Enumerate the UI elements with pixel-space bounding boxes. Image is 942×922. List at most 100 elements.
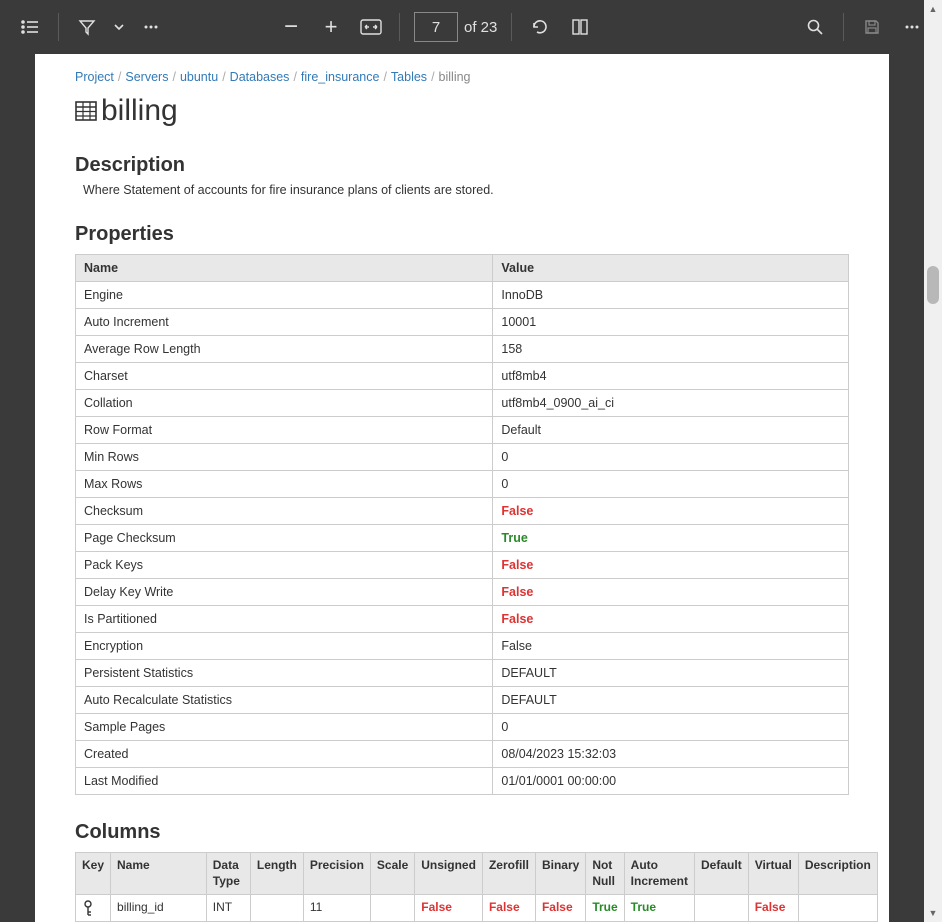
props-name-cell: Collation [76,390,493,417]
cols-header: Name [111,853,207,895]
props-row: Min Rows0 [76,444,849,471]
props-name-cell: Created [76,741,493,768]
props-row: Pack KeysFalse [76,552,849,579]
cols-header: Default [695,853,749,895]
fit-width-icon[interactable] [351,7,391,47]
toolbar: − + of 23 [0,0,942,54]
props-value-cell: False [493,579,849,606]
cols-header: Precision [303,853,370,895]
props-row: Auto Recalculate StatisticsDEFAULT [76,687,849,714]
scroll-thumb[interactable] [927,266,939,304]
props-row: Collationutf8mb4_0900_ai_ci [76,390,849,417]
cols-cell [695,895,749,922]
description-heading: Description [75,154,849,177]
props-value-cell: utf8mb4_0900_ai_ci [493,390,849,417]
props-name-cell: Pack Keys [76,552,493,579]
search-icon[interactable] [795,7,835,47]
breadcrumb-item[interactable]: Tables [391,70,427,84]
scrollbar[interactable]: ▲ ▼ [924,0,942,922]
cols-cell: False [415,895,483,922]
props-value-cell: 0 [493,444,849,471]
props-name-cell: Last Modified [76,768,493,795]
props-name-cell: Row Format [76,417,493,444]
props-value-cell: 10001 [493,309,849,336]
cols-cell: billing_id [111,895,207,922]
cols-cell: False [535,895,585,922]
description-text: Where Statement of accounts for fire ins… [75,183,849,197]
breadcrumb-item[interactable]: Project [75,70,114,84]
page-layout-icon[interactable] [560,7,600,47]
nav-panel-icon[interactable] [10,7,50,47]
breadcrumb-item: billing [439,70,471,84]
props-name-cell: Sample Pages [76,714,493,741]
props-value-cell: False [493,552,849,579]
props-name-cell: Min Rows [76,444,493,471]
props-value-cell: Default [493,417,849,444]
save-icon[interactable] [852,7,892,47]
scroll-down-button[interactable]: ▼ [924,904,942,922]
document-viewport: Project/Servers/ubuntu/Databases/fire_in… [0,54,924,922]
props-row: Delay Key WriteFalse [76,579,849,606]
page-title: billing [75,94,849,128]
cols-header: Unsigned [415,853,483,895]
props-row: EncryptionFalse [76,633,849,660]
breadcrumb-item[interactable]: ubuntu [180,70,218,84]
props-value-cell: 08/04/2023 15:32:03 [493,741,849,768]
cols-header: Description [798,853,877,895]
props-row: Page ChecksumTrue [76,525,849,552]
cols-header: Length [250,853,303,895]
properties-table: NameValue EngineInnoDBAuto Increment1000… [75,254,849,795]
props-name-cell: Is Partitioned [76,606,493,633]
cols-header: Scale [370,853,414,895]
rotate-icon[interactable] [520,7,560,47]
props-row: Sample Pages0 [76,714,849,741]
props-value-cell: utf8mb4 [493,363,849,390]
props-row: ChecksumFalse [76,498,849,525]
zoom-in-icon[interactable]: + [311,7,351,47]
scroll-up-button[interactable]: ▲ [924,0,942,18]
cols-cell: False [482,895,535,922]
props-value-cell: DEFAULT [493,660,849,687]
props-name-cell: Engine [76,282,493,309]
props-value-cell: InnoDB [493,282,849,309]
breadcrumb-item[interactable]: Databases [230,70,290,84]
breadcrumb-item[interactable]: fire_insurance [301,70,380,84]
props-name-cell: Auto Increment [76,309,493,336]
cols-header: Data Type [206,853,250,895]
props-value-cell: 158 [493,336,849,363]
props-value-cell: 01/01/0001 00:00:00 [493,768,849,795]
props-value-cell: False [493,606,849,633]
props-row: Row FormatDefault [76,417,849,444]
breadcrumb-item[interactable]: Servers [125,70,168,84]
page-number-input[interactable] [414,12,458,42]
key-cell [76,895,111,922]
zoom-out-icon[interactable]: − [271,7,311,47]
cols-header: Binary [535,853,585,895]
props-value-cell: True [493,525,849,552]
page-total-label: of 23 [464,19,497,36]
props-name-cell: Average Row Length [76,336,493,363]
props-name-cell: Delay Key Write [76,579,493,606]
props-name-cell: Persistent Statistics [76,660,493,687]
cols-cell [250,895,303,922]
props-row: Created08/04/2023 15:32:03 [76,741,849,768]
props-value-cell: 0 [493,714,849,741]
props-name-cell: Auto Recalculate Statistics [76,687,493,714]
dropdown-chevron-icon[interactable] [107,7,131,47]
cols-cell [798,895,877,922]
props-header: Name [76,255,493,282]
props-value-cell: 0 [493,471,849,498]
table-icon [75,101,97,121]
more-icon[interactable] [131,7,171,47]
props-value-cell: DEFAULT [493,687,849,714]
scroll-track[interactable] [924,18,942,904]
filter-icon[interactable] [67,7,107,47]
cols-cell: INT [206,895,250,922]
cols-header: Virtual [748,853,798,895]
props-name-cell: Encryption [76,633,493,660]
columns-table: KeyNameData TypeLengthPrecisionScaleUnsi… [75,852,878,922]
cols-cell: False [748,895,798,922]
cols-cell [370,895,414,922]
cols-cell: True [624,895,694,922]
title-text: billing [101,94,178,128]
